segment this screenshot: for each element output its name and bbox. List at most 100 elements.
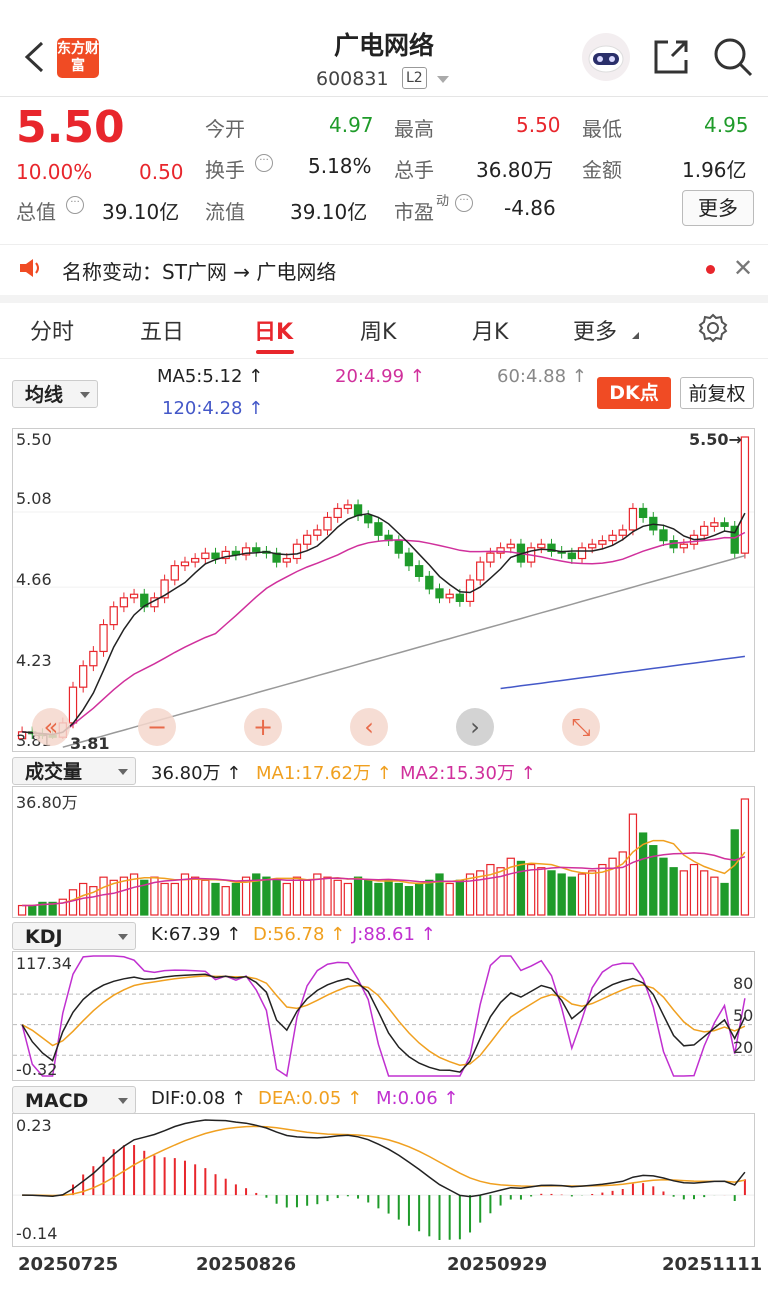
fullscreen-button[interactable]: ⤡ bbox=[562, 708, 600, 746]
level-badge[interactable]: L2 bbox=[402, 67, 427, 89]
tab-more[interactable]: 更多 bbox=[573, 320, 618, 345]
back-icon[interactable] bbox=[22, 40, 46, 74]
turnover-label: 换手 bbox=[205, 158, 245, 182]
dk-point-button[interactable]: DK点 bbox=[597, 377, 671, 409]
candle-body bbox=[577, 547, 587, 560]
ma60-line bbox=[62, 554, 746, 748]
volume-value: 36.80万 bbox=[476, 158, 554, 182]
volume-axis-top: 36.80万 bbox=[16, 793, 78, 812]
float-label: 流值 bbox=[205, 200, 245, 224]
volume-bar bbox=[180, 873, 190, 916]
settings-gear-icon[interactable] bbox=[697, 312, 729, 344]
candle-body bbox=[455, 593, 465, 603]
more-button[interactable]: 更多 bbox=[682, 190, 754, 226]
info-icon[interactable]: ··· bbox=[255, 154, 273, 172]
kdj-level-80: 80 bbox=[733, 974, 754, 993]
share-icon[interactable] bbox=[652, 38, 690, 76]
volume-bar bbox=[140, 879, 149, 916]
volume-bar bbox=[28, 904, 37, 916]
volume-panel[interactable] bbox=[12, 786, 755, 918]
volume-indicator-select[interactable]: 成交量 bbox=[12, 757, 136, 785]
volume-bar bbox=[588, 870, 597, 916]
pe-label: 市盈 bbox=[394, 200, 434, 224]
volume-bar bbox=[394, 882, 403, 916]
amount-label: 金额 bbox=[582, 158, 622, 182]
adjust-mode-button[interactable]: 前复权 bbox=[680, 377, 754, 409]
candle-body bbox=[547, 543, 556, 552]
zoom-in-button[interactable]: + bbox=[244, 708, 282, 746]
float-value: 39.10亿 bbox=[290, 200, 368, 224]
candle-body bbox=[333, 507, 342, 519]
volume-bar bbox=[730, 829, 739, 916]
zoom-out-button[interactable]: − bbox=[138, 708, 176, 746]
tab-intraday[interactable]: 分时 bbox=[30, 320, 75, 345]
volume-bar bbox=[445, 882, 454, 916]
stock-name: 广电网络 bbox=[333, 31, 434, 60]
low-value: 4.95 bbox=[704, 113, 749, 137]
turnover-value: 5.18% bbox=[308, 154, 372, 178]
candle-body bbox=[659, 529, 668, 542]
tab-daily-k[interactable]: 日K bbox=[254, 320, 294, 345]
volume-bar bbox=[465, 873, 475, 916]
candle-body bbox=[343, 504, 353, 510]
volume-bar bbox=[99, 876, 108, 916]
volume-bar bbox=[333, 879, 342, 916]
volume-bar bbox=[425, 879, 434, 916]
volume-bar bbox=[649, 845, 658, 916]
macd-panel[interactable] bbox=[12, 1113, 755, 1247]
close-icon[interactable]: ✕ bbox=[733, 254, 754, 282]
volume-bar bbox=[68, 889, 78, 916]
chevron-down-icon[interactable] bbox=[437, 76, 449, 83]
scroll-right-button[interactable]: › bbox=[456, 708, 494, 746]
info-icon[interactable]: ··· bbox=[455, 194, 473, 212]
indicator-select[interactable]: 均线 bbox=[12, 380, 98, 408]
robot-assistant-icon[interactable] bbox=[580, 32, 632, 82]
volume-bar bbox=[262, 876, 271, 916]
volume-bar bbox=[313, 873, 322, 916]
kline-panel[interactable] bbox=[12, 428, 755, 752]
pe-value: -4.86 bbox=[504, 196, 556, 220]
kdj-level-50: 50 bbox=[733, 1006, 754, 1025]
volume-bar bbox=[323, 876, 332, 916]
date-label-end: 20251111 bbox=[662, 1254, 763, 1275]
candle-body bbox=[618, 529, 627, 536]
volume-bar bbox=[506, 857, 515, 916]
candle-body bbox=[292, 543, 302, 560]
macd-dif-line bbox=[22, 1119, 746, 1198]
candle-body bbox=[588, 543, 597, 549]
volume-bar bbox=[567, 876, 577, 916]
macd-indicator-select[interactable]: MACD bbox=[12, 1086, 136, 1114]
volume-bar bbox=[720, 882, 729, 916]
candle-body bbox=[129, 593, 139, 599]
tab-weekly-k[interactable]: 周K bbox=[360, 320, 397, 345]
scroll-left-fast-button[interactable]: « bbox=[32, 708, 70, 746]
volume-bar bbox=[486, 863, 495, 916]
volume-bar bbox=[598, 863, 607, 916]
price-axis-4: 4.23 bbox=[16, 651, 52, 670]
candle-body bbox=[119, 597, 129, 608]
candle-body bbox=[638, 507, 648, 519]
volume-bar bbox=[496, 867, 505, 916]
volume-select-label: 成交量 bbox=[25, 761, 83, 783]
notice-bar[interactable]: 名称变动：ST广网 → 广电网络 ✕ bbox=[0, 244, 768, 303]
tab-five-day[interactable]: 五日 bbox=[140, 320, 185, 345]
candle-body bbox=[89, 650, 98, 667]
info-icon[interactable]: ··· bbox=[66, 196, 84, 214]
kdj-panel[interactable] bbox=[12, 951, 755, 1081]
ma60-label: 60:4.88 ↑ bbox=[497, 366, 587, 387]
search-icon[interactable] bbox=[712, 36, 754, 78]
change-percent: 10.00% bbox=[16, 160, 93, 184]
macd-dea-line bbox=[22, 1125, 746, 1197]
kdj-indicator-select[interactable]: KDJ bbox=[12, 922, 136, 950]
volume-bar bbox=[160, 882, 169, 916]
kdj-axis-top: 117.34 bbox=[16, 954, 72, 973]
kdj-level-20: 20 bbox=[733, 1038, 754, 1057]
candle-body bbox=[221, 550, 230, 560]
candle-body bbox=[180, 561, 190, 567]
ma20-line bbox=[22, 531, 746, 736]
header: 东方财富 广电网络 600831 L2 bbox=[0, 0, 768, 96]
scroll-left-button[interactable]: ‹ bbox=[350, 708, 388, 746]
date-label-3: 20250929 bbox=[447, 1254, 548, 1275]
candle-body bbox=[404, 552, 414, 567]
tab-monthly-k[interactable]: 月K bbox=[472, 320, 509, 345]
